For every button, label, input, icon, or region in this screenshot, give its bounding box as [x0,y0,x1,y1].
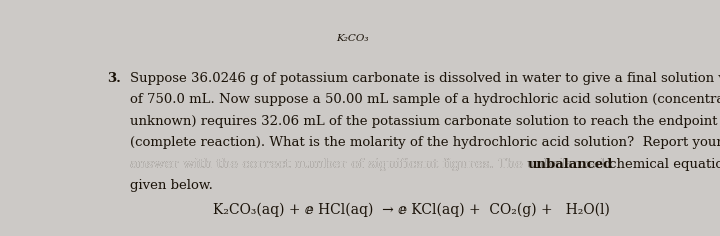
Text: unknown) requires 32.06 mL of the potassium carbonate solution to reach the endp: unknown) requires 32.06 mL of the potass… [130,115,718,128]
Text: (complete reaction). What is the molarity of the hydrochloric acid solution?  Re: (complete reaction). What is the molarit… [130,136,720,149]
Text: of 750.0 mL. Now suppose a 50.00 mL sample of a hydrochloric acid solution (conc: of 750.0 mL. Now suppose a 50.00 mL samp… [130,93,720,106]
Text: unbalanced: unbalanced [527,158,613,171]
Text: answer with the correct number of significant figures. The unbalanced chemical e: answer with the correct number of signif… [130,158,720,171]
Text: 3.: 3. [107,72,121,85]
Text: answer with the correct number of significant figures. The: answer with the correct number of signif… [130,158,527,171]
Text: K₂CO₃(aq) + ⅇ HCl(aq)  → ⅇ KCl(aq) +  CO₂(g) +   H₂O(l): K₂CO₃(aq) + ⅇ HCl(aq) → ⅇ KCl(aq) + CO₂(… [213,202,610,217]
Text: answer with the correct number of significant figures. The unbalanced: answer with the correct number of signif… [130,158,605,171]
Text: Suppose 36.0246 g of potassium carbonate is dissolved in water to give a final s: Suppose 36.0246 g of potassium carbonate… [130,72,720,85]
Text: K₂CO₃: K₂CO₃ [336,34,369,43]
Text: given below.: given below. [130,179,213,192]
